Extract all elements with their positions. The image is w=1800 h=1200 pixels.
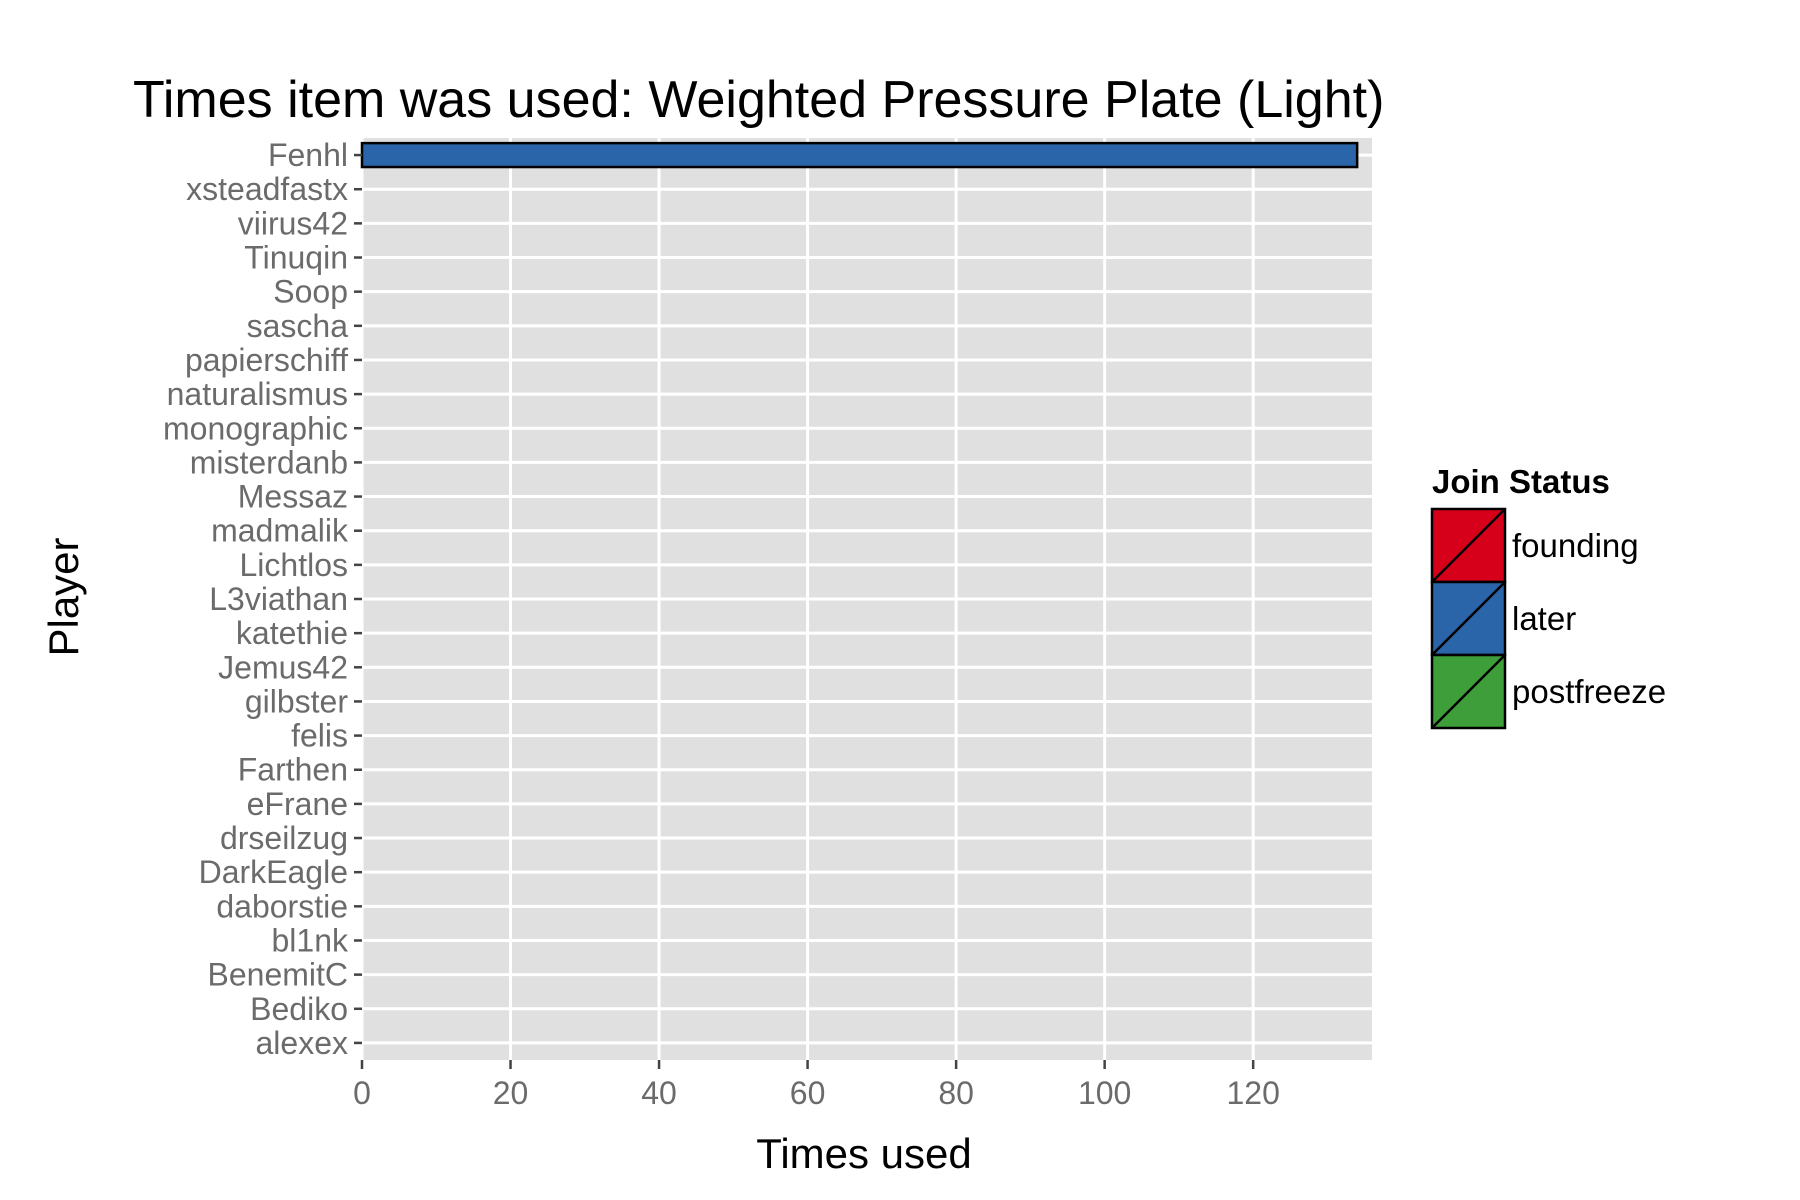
y-tick-label: Lichtlos	[240, 547, 349, 583]
y-tick-label: sascha	[247, 308, 349, 344]
y-tick-label: katethie	[236, 615, 348, 651]
y-tick-label: Soop	[273, 274, 348, 310]
y-tick-label: felis	[291, 718, 348, 754]
legend-swatch-slash	[1431, 654, 1506, 729]
y-tick-label: gilbster	[245, 683, 349, 719]
legend-label: postfreeze	[1512, 673, 1666, 710]
bars	[360, 141, 1359, 169]
x-axis: 0 20 40 60 80 100 120	[353, 1060, 1280, 1111]
legend-key-founding: founding	[1430, 507, 1639, 584]
chart-title: Times item was used: Weighted Pressure P…	[133, 71, 1384, 129]
y-tick-label: papierschiff	[185, 342, 348, 378]
y-tick-label: Messaz	[238, 479, 348, 515]
y-tick-label: bl1nk	[272, 922, 350, 958]
y-tick-label: Jemus42	[218, 649, 348, 685]
gridlines	[360, 138, 1372, 1060]
legend-label: founding	[1512, 527, 1639, 564]
y-tick-label: Bediko	[250, 991, 348, 1027]
legend-title: Join Status	[1432, 463, 1610, 500]
y-tick-label: madmalik	[211, 513, 349, 549]
x-tick-label: 120	[1226, 1075, 1279, 1111]
y-tick-label: Fenhl	[268, 137, 348, 173]
y-tick-label: L3viathan	[209, 581, 348, 617]
y-tick-label: Farthen	[238, 752, 348, 788]
x-tick-label: 100	[1078, 1075, 1131, 1111]
y-tick-label: Tinuqin	[244, 240, 348, 276]
y-axis-title: Player	[40, 537, 87, 656]
legend-swatch-slash	[1431, 508, 1506, 583]
y-axis: Fenhlxsteadfastxviirus42TinuqinSoopsasch…	[163, 137, 362, 1061]
y-tick-label: naturalismus	[167, 376, 348, 412]
legend-key-postfreeze: postfreeze	[1430, 653, 1666, 730]
x-tick-label: 60	[790, 1075, 826, 1111]
y-tick-label: BenemitC	[208, 957, 349, 993]
x-tick-label: 0	[353, 1075, 371, 1111]
legend: Join Status founding later postfreeze	[1430, 463, 1666, 730]
legend-swatch-slash	[1431, 581, 1506, 656]
y-tick-label: eFrane	[247, 786, 348, 822]
legend-key-later: later	[1430, 580, 1576, 657]
y-tick-label: daborstie	[216, 888, 348, 924]
y-tick-label: alexex	[256, 1025, 349, 1061]
y-tick-label: viirus42	[238, 205, 348, 241]
y-tick-label: drseilzug	[220, 820, 348, 856]
x-axis-title: Times used	[756, 1130, 972, 1177]
y-tick-label: misterdanb	[190, 444, 348, 480]
legend-label: later	[1512, 600, 1576, 637]
y-tick-label: DarkEagle	[199, 854, 348, 890]
bar-Fenhl	[360, 141, 1359, 169]
x-tick-label: 80	[938, 1075, 974, 1111]
x-tick-label: 20	[493, 1075, 529, 1111]
y-tick-label: monographic	[163, 410, 348, 446]
x-tick-label: 40	[641, 1075, 677, 1111]
y-tick-label: xsteadfastx	[186, 171, 348, 207]
